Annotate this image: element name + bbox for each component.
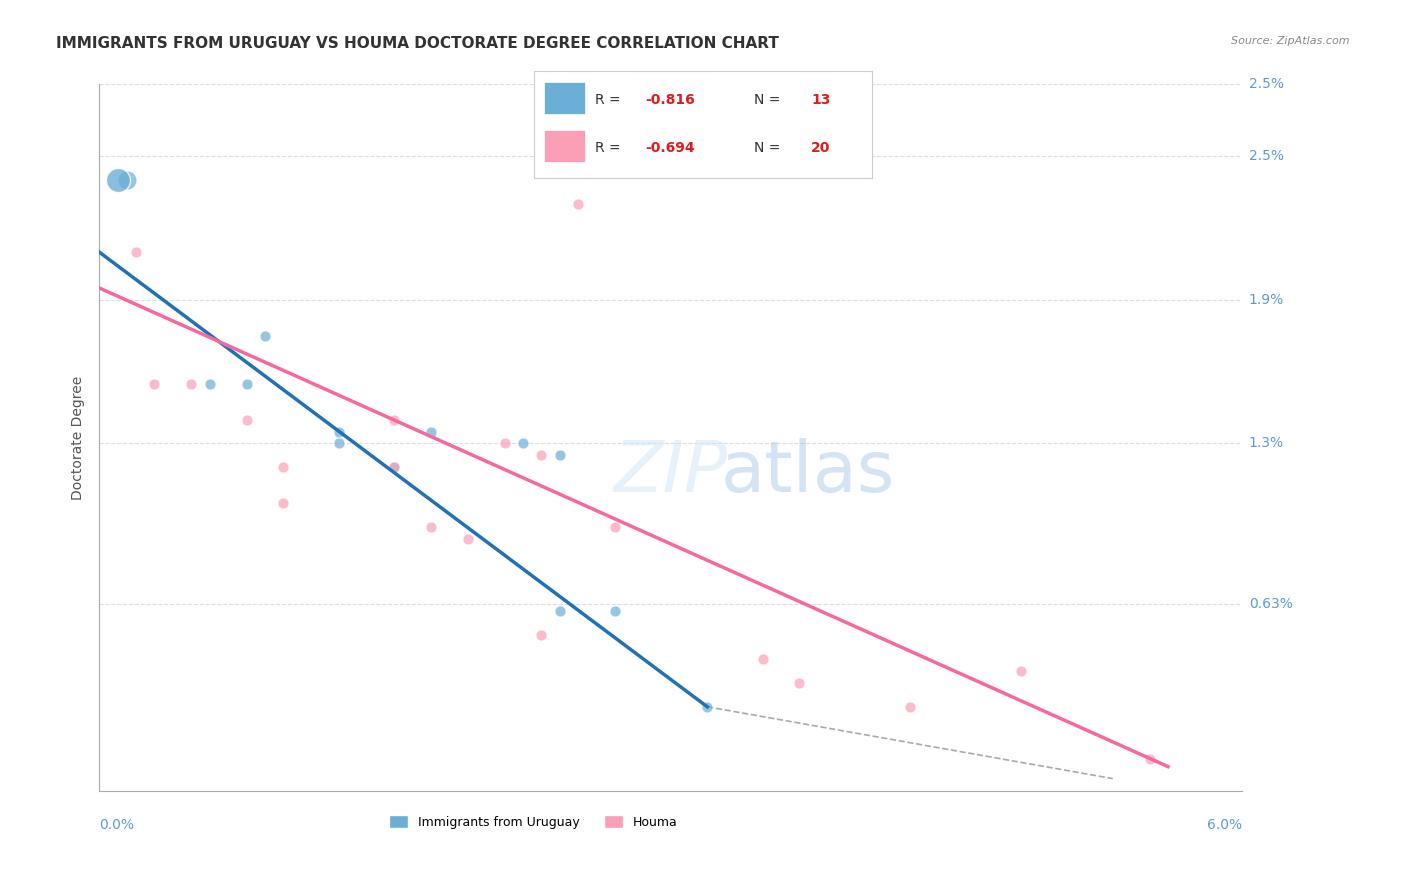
Point: [567, 197, 589, 211]
Point: [512, 436, 534, 450]
Text: R =: R =: [595, 94, 626, 107]
Point: [180, 376, 202, 391]
Point: [457, 533, 479, 547]
Point: [494, 436, 516, 450]
Point: [382, 412, 405, 426]
Text: IMMIGRANTS FROM URUGUAY VS HOUMA DOCTORATE DEGREE CORRELATION CHART: IMMIGRANTS FROM URUGUAY VS HOUMA DOCTORA…: [56, 36, 779, 51]
Text: 13: 13: [811, 94, 831, 107]
Text: -0.694: -0.694: [645, 142, 695, 155]
Text: -0.816: -0.816: [645, 94, 696, 107]
Text: 1.9%: 1.9%: [1249, 293, 1284, 307]
Text: 2.5%: 2.5%: [1249, 149, 1284, 163]
Point: [419, 425, 441, 439]
Text: atlas: atlas: [720, 438, 894, 508]
Point: [696, 699, 718, 714]
Point: [115, 173, 138, 187]
Y-axis label: Doctorate Degree: Doctorate Degree: [72, 376, 86, 500]
Point: [235, 376, 257, 391]
Point: [235, 412, 257, 426]
Point: [605, 520, 627, 534]
Text: Source: ZipAtlas.com: Source: ZipAtlas.com: [1232, 36, 1350, 45]
Text: ZIP: ZIP: [613, 438, 728, 508]
Point: [328, 436, 350, 450]
Point: [548, 604, 571, 618]
Point: [1139, 752, 1161, 766]
Text: N =: N =: [754, 94, 785, 107]
Point: [125, 245, 148, 260]
Text: R =: R =: [595, 142, 626, 155]
Point: [382, 460, 405, 475]
Point: [530, 449, 553, 463]
Legend: Immigrants from Uruguay, Houma: Immigrants from Uruguay, Houma: [384, 810, 683, 834]
Point: [419, 520, 441, 534]
Point: [1010, 664, 1032, 678]
Text: N =: N =: [754, 142, 785, 155]
Point: [198, 376, 221, 391]
Text: 1.3%: 1.3%: [1249, 436, 1284, 450]
Point: [530, 628, 553, 642]
Point: [548, 449, 571, 463]
Point: [382, 460, 405, 475]
Point: [898, 699, 921, 714]
Point: [253, 328, 276, 343]
Point: [751, 652, 773, 666]
Bar: [544, 130, 585, 162]
Point: [107, 173, 129, 187]
Text: 20: 20: [811, 142, 831, 155]
Bar: [544, 82, 585, 114]
Text: 0.0%: 0.0%: [100, 818, 134, 832]
Point: [328, 425, 350, 439]
Point: [143, 376, 166, 391]
Point: [789, 676, 811, 690]
Point: [273, 460, 295, 475]
Text: 6.0%: 6.0%: [1206, 818, 1241, 832]
Point: [273, 496, 295, 510]
Text: 0.63%: 0.63%: [1249, 597, 1292, 611]
Point: [605, 604, 627, 618]
Text: 2.5%: 2.5%: [1249, 78, 1284, 92]
